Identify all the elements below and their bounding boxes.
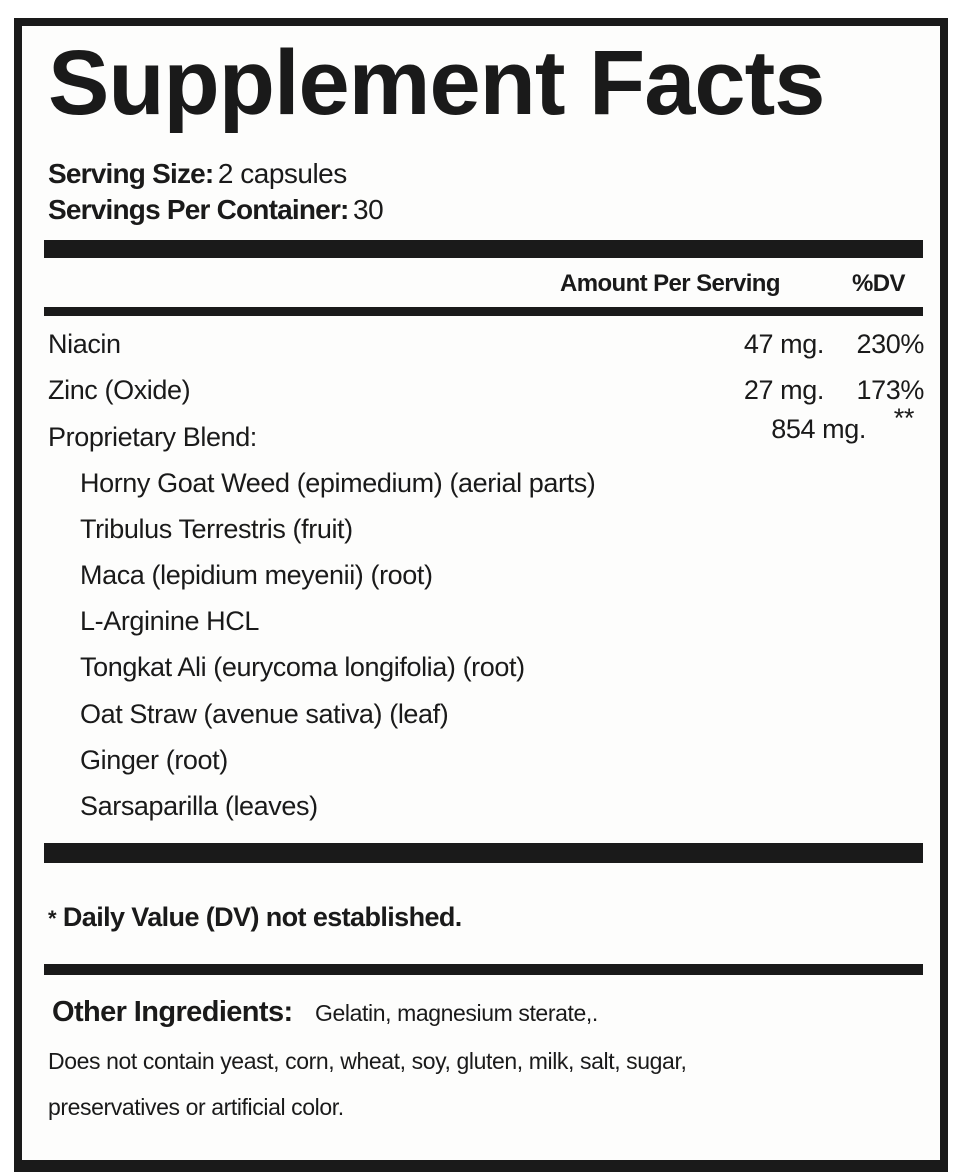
blend-item: Oat Straw (avenue sativa) (leaf): [80, 699, 449, 729]
servings-per-container-value: 30: [353, 194, 384, 225]
blend-item: Maca (lepidium meyenii) (root): [80, 560, 433, 590]
divider-thin: [44, 307, 923, 316]
serving-size: Serving Size: 2 capsules: [48, 158, 347, 190]
nutrient-amount: 854 mg.: [771, 414, 866, 444]
other-ingredients: Other Ingredients: Gelatin, magnesium st…: [52, 996, 598, 1029]
nutrient-amount: 27 mg.: [743, 375, 825, 405]
serving-size-value: 2 capsules: [217, 158, 347, 189]
footnote: * Daily Value (DV) not established.: [48, 902, 462, 933]
nutrient-name: Zinc (Oxide): [48, 375, 191, 405]
other-ingredients-label: Other Ingredients:: [52, 996, 293, 1028]
servings-per-container: Servings Per Container: 30: [48, 194, 384, 226]
nutrient-dv: 173%: [856, 375, 925, 405]
blend-item: Ginger (root): [80, 745, 228, 775]
label-border: [14, 18, 948, 1172]
divider-thick: [44, 843, 923, 863]
footnote-star: *: [48, 906, 57, 931]
blend-item: Horny Goat Weed (epimedium) (aerial part…: [80, 468, 596, 498]
blend-item: Sarsaparilla (leaves): [80, 791, 318, 821]
nutrient-dv: **: [893, 403, 915, 433]
divider-medium: [44, 964, 923, 975]
nutrient-amount: 47 mg.: [743, 329, 825, 359]
blend-item: Tongkat Ali (eurycoma longifolia) (root): [80, 652, 525, 682]
blend-item: Tribulus Terrestris (fruit): [80, 514, 353, 544]
disclaimer-line: Does not contain yeast, corn, wheat, soy…: [48, 1048, 687, 1074]
servings-per-container-label: Servings Per Container:: [48, 194, 349, 225]
footnote-text: Daily Value (DV) not established.: [62, 902, 462, 932]
disclaimer-line: preservatives or artificial color.: [48, 1094, 344, 1120]
amount-header: Amount Per Serving: [560, 270, 781, 297]
page-title: Supplement Facts: [48, 32, 825, 134]
nutrient-name: Niacin: [48, 329, 121, 359]
nutrient-name: Proprietary Blend:: [48, 422, 257, 452]
nutrient-dv: 230%: [856, 329, 925, 359]
other-ingredients-value: Gelatin, magnesium sterate,.: [315, 1000, 598, 1026]
dv-header: %DV: [852, 270, 905, 297]
blend-item: L-Arginine HCL: [80, 606, 259, 636]
serving-size-label: Serving Size:: [48, 158, 214, 189]
divider-thick: [44, 240, 923, 258]
